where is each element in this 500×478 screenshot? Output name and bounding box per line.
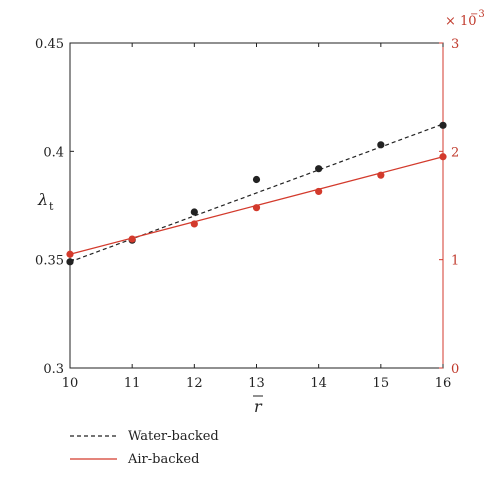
y-right-tick-label: 1 <box>451 254 459 269</box>
x-tick-label: 12 <box>186 376 203 391</box>
series-points <box>66 121 447 266</box>
y-left-ticks: 0.3 0.35 0.4 0.45 <box>35 37 74 377</box>
series-lines <box>69 123 444 263</box>
series-0-point <box>252 175 261 184</box>
series-1-point <box>66 250 74 258</box>
series-1-point <box>190 220 198 228</box>
series-0-point <box>377 141 385 149</box>
y-axis-label-symbol: λ <box>37 190 48 209</box>
legend-air-label: Air-backed <box>127 452 199 467</box>
y-left-tick-label: 0.35 <box>35 254 64 269</box>
legend: Water-backed Air-backed <box>70 429 219 467</box>
series-1-point <box>252 204 261 212</box>
x-axis-label: r <box>253 395 263 416</box>
y-left-tick-label: 0.45 <box>35 37 64 52</box>
right-axis-multiplier: × 10 −3 <box>445 9 485 29</box>
x-tick-label: 11 <box>124 376 141 391</box>
y-axis-label-subscript: t <box>49 200 54 213</box>
series-1-point <box>128 235 136 243</box>
series-0-point <box>66 258 74 266</box>
multiplier-exponent: −3 <box>470 9 485 20</box>
x-ticks: 10 11 12 13 14 15 16 <box>62 43 452 391</box>
legend-water-label: Water-backed <box>128 429 219 444</box>
series-0-point <box>439 121 447 129</box>
y-left-tick-label: 0.4 <box>43 145 64 160</box>
y-axis-label: λ t <box>37 190 54 213</box>
series-0-point <box>190 208 198 216</box>
series-1-point <box>439 153 447 161</box>
series-0-point <box>315 165 323 173</box>
x-tick-label: 14 <box>310 376 327 391</box>
y-left-tick-label: 0.3 <box>43 362 64 377</box>
y-right-tick-label: 2 <box>451 145 459 160</box>
y-right-tick-label: 0 <box>451 362 459 377</box>
y-right-tick-label: 3 <box>451 37 459 52</box>
series-line-0 <box>69 123 444 263</box>
x-tick-label: 13 <box>248 376 265 391</box>
x-axis-label-text: r <box>254 397 263 416</box>
x-tick-label: 16 <box>435 376 452 391</box>
series-1-point <box>377 171 385 179</box>
x-tick-label: 10 <box>62 376 79 391</box>
y-right-ticks: 0 1 2 3 <box>439 37 459 377</box>
series-1-point <box>315 187 323 196</box>
x-tick-label: 15 <box>373 376 390 391</box>
multiplier-base: × 10 <box>445 14 477 29</box>
